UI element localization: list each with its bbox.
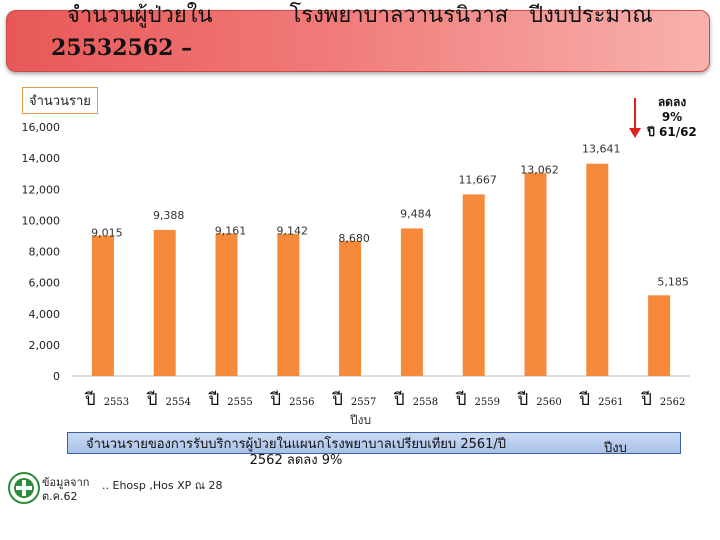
y-tick-label: 4,000 (29, 308, 61, 321)
x-tick-label: ปี 2560 (517, 390, 562, 410)
y-tick-label: 14,000 (22, 152, 61, 165)
decline-percent: 9% (661, 110, 683, 124)
decline-word: ลดลง (657, 95, 687, 109)
x-tick-label: ปี 2553 (84, 390, 129, 410)
title-banner: จำนวนผู้ป่วยใน โรงพยาบาลวานรนิวาส ปีงบปร… (6, 3, 710, 72)
bar (462, 194, 485, 376)
y-tick-label: 0 (53, 370, 60, 383)
banner-title: จำนวนผู้ป่วยใน โรงพยาบาลวานรนิวาส ปีงบปร… (67, 3, 653, 28)
x-tick-label: ปี 2554 (146, 390, 191, 410)
bars (91, 163, 671, 376)
data-label: 9,161 (215, 224, 247, 237)
source-note: ข้อมูลจาก ต.ค.62 (42, 476, 89, 504)
down-arrow-icon (629, 98, 641, 138)
data-label: 8,680 (338, 232, 370, 245)
bar (339, 240, 362, 376)
y-tick-label: 12,000 (22, 183, 61, 196)
bar (277, 233, 300, 376)
x-tick-label: ปี 2561 (578, 390, 623, 410)
data-label: 13,641 (582, 143, 621, 156)
bar (215, 233, 238, 376)
y-tick-label: 10,000 (22, 214, 61, 227)
x-tick-label: ปี 2556 (269, 390, 314, 410)
bar (586, 163, 609, 376)
x-tick-label: ปี 2559 (455, 390, 500, 410)
data-label: 11,667 (458, 173, 497, 186)
y-tick-label: 6,000 (29, 277, 61, 290)
x-tick-label: ปี 2558 (393, 390, 438, 410)
value-labels: 9,015 9,388 9,161 9,142 8,680 9,484 11,667 13,0… (91, 143, 689, 289)
y-tick-label: 8,000 (29, 246, 61, 259)
bar (153, 229, 176, 376)
source-date: ต.ค.62 (42, 490, 78, 503)
x-tick-label: ปี 2557 (331, 390, 376, 410)
y-tick-label: 16,000 (22, 121, 61, 134)
summary-right-label: ปีงบ (604, 441, 627, 456)
x-axis-title: ปีงบ (350, 413, 372, 427)
ministry-logo-icon (8, 472, 40, 504)
data-label: 9,142 (277, 225, 309, 238)
bar (400, 228, 423, 376)
source-systems: .. Ehosp ,Hos XP ณ 28 (102, 479, 223, 492)
data-label: 13,062 (520, 164, 559, 177)
data-label: 5,185 (657, 275, 689, 288)
x-tick-label: ปี 2555 (208, 390, 253, 410)
x-tick-label: ปี 2562 (640, 390, 685, 410)
x-axis-labels: ปี 2553 ปี 2554 ปี 2555 ปี 2556 ปี 2557 ปี 2558 ปี 25… (84, 390, 685, 410)
y-tick-label: 2,000 (29, 339, 61, 352)
bar (648, 295, 671, 376)
decline-period: ปี 61/62 (647, 125, 697, 139)
data-label: 9,015 (91, 227, 123, 240)
banner-subtitle: 25532562 – (51, 35, 193, 61)
source-prefix: ข้อมูลจาก (42, 476, 90, 489)
bar (524, 172, 547, 376)
decline-annotation: ลดลง 9% ปี 61/62 (636, 95, 708, 140)
y-axis-unit-label: จำนวนราย (22, 87, 98, 114)
summary-text: จำนวนรายของการรับบริการผู้ป่วยในแผนกโรงพ… (85, 437, 507, 468)
data-label: 9,484 (400, 207, 432, 220)
bar (91, 235, 114, 376)
summary-box (67, 432, 681, 454)
data-label: 9,388 (153, 209, 185, 222)
